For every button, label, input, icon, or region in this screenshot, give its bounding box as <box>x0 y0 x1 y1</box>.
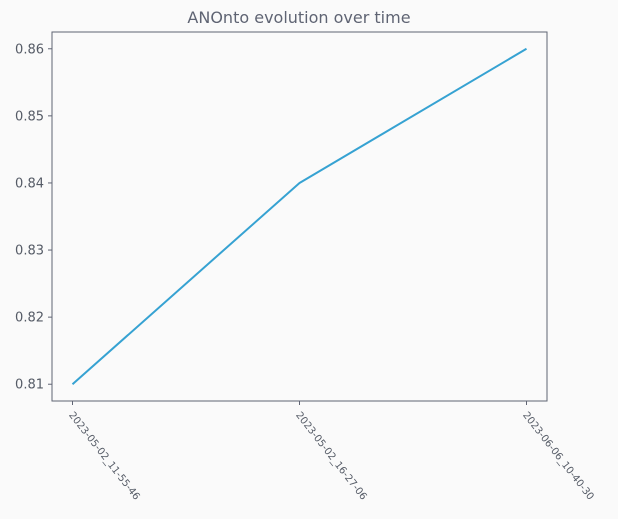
y-axis: 0.81 0.82 0.83 0.84 0.85 0.86 <box>15 42 52 393</box>
x-tick-label: 2023-05-02_16-27-06 <box>293 410 368 502</box>
chart-title: ANOnto evolution over time <box>187 8 410 27</box>
y-tick-label: 0.82 <box>15 311 44 326</box>
y-tick-label: 0.83 <box>15 244 44 259</box>
x-tick-label: 2023-06-06_10-40-30 <box>520 410 595 502</box>
y-tick-label: 0.81 <box>15 378 44 393</box>
x-tick-label: 2023-05-02_11-55-46 <box>66 410 141 502</box>
y-tick-label: 0.85 <box>15 109 44 124</box>
y-tick-label: 0.84 <box>15 176 44 191</box>
y-tick-label: 0.86 <box>15 42 44 57</box>
series-line <box>71 47 528 385</box>
plot-area <box>51 31 548 402</box>
series-group <box>71 47 528 385</box>
x-axis: 2023-05-02_11-55-46 2023-05-02_16-27-06 20… <box>66 401 596 502</box>
